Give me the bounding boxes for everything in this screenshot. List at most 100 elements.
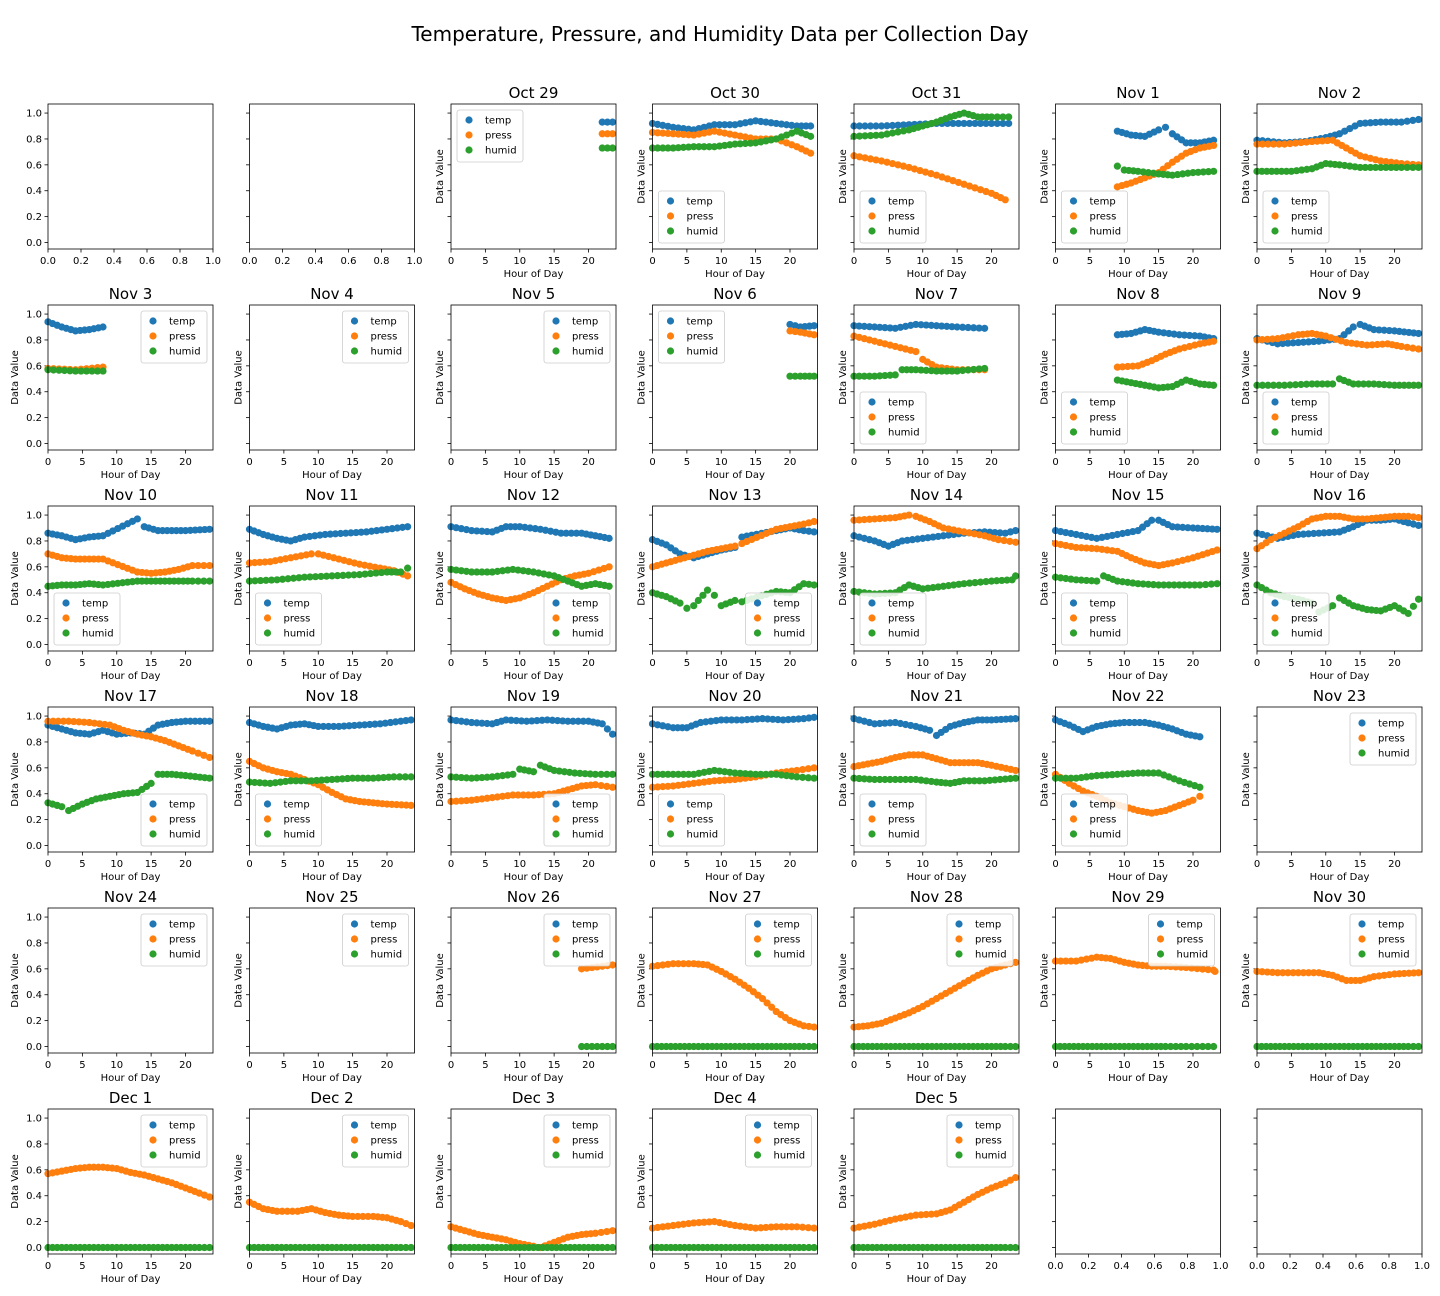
press-point — [793, 1223, 801, 1231]
temp-point — [964, 323, 972, 332]
x-axis-label: Hour of Day — [504, 269, 564, 280]
subplot: Nov 24 0 5 10 15 20 Hour of Day Data Value 0.0 0.… — [10, 888, 214, 1084]
humid-point — [593, 1042, 601, 1051]
x-tick-label: 0.4 — [106, 256, 122, 267]
y-tick-label: 0.6 — [26, 562, 42, 573]
legend-marker-temp — [350, 1121, 359, 1129]
humid-point — [1167, 1042, 1175, 1051]
legend-label-temp: temp — [888, 599, 914, 610]
legend-marker-humid — [62, 629, 70, 637]
legend-marker-temp — [1069, 197, 1078, 205]
humid-point — [1286, 381, 1294, 389]
humid-point — [1359, 380, 1368, 388]
axes-frame — [1256, 304, 1423, 451]
legend-label-humid: humid — [888, 830, 920, 841]
legend-label-humid: humid — [1291, 227, 1323, 238]
press-point — [872, 156, 880, 164]
x-tick-label: 10 — [715, 859, 728, 870]
humid-point — [975, 777, 984, 785]
press-point — [705, 1218, 713, 1226]
press-point — [757, 1224, 765, 1232]
humid-point — [1414, 163, 1423, 172]
y-axis-label: Data Value — [10, 350, 21, 405]
x-axis-label: Hour of Day — [907, 1274, 967, 1285]
humid-point — [205, 774, 214, 782]
legend-label-press: press — [1291, 614, 1318, 625]
x-tick-label: 0 — [1254, 1060, 1260, 1071]
x-tick-label: 20 — [1187, 658, 1200, 669]
humid-point — [473, 774, 481, 782]
legend-label-temp: temp — [284, 599, 310, 610]
y-tick-label: 0.4 — [26, 387, 42, 398]
legend-box — [745, 913, 812, 967]
subplot: 0.0 0.2 0.4 0.6 0.8 1.0 — [1048, 1108, 1228, 1272]
humid-point — [1001, 1042, 1009, 1051]
press-point — [654, 783, 662, 791]
humid-point — [690, 143, 698, 151]
humid-point — [1011, 1243, 1020, 1252]
subplot-title: Nov 19 — [507, 687, 560, 705]
press-point — [1057, 957, 1065, 965]
legend-marker-humid — [868, 830, 876, 838]
press-point — [954, 178, 963, 187]
humid-point — [664, 770, 672, 778]
subplot-title: Nov 18 — [305, 687, 358, 705]
axes-frame — [1055, 505, 1221, 652]
press-point — [855, 153, 864, 161]
legend-marker-humid — [666, 227, 675, 235]
y-tick-label: 0.0 — [26, 439, 42, 450]
press-point — [721, 776, 729, 784]
legend-label-humid: humid — [1177, 950, 1209, 961]
legend: temp press humid — [342, 913, 409, 967]
press-point — [965, 182, 974, 190]
legend-label-press: press — [169, 935, 196, 946]
temp-point — [1148, 516, 1156, 524]
subplot-title: Nov 11 — [305, 486, 358, 504]
legend: temp press humid — [1349, 913, 1417, 967]
x-tick-label: 15 — [346, 1060, 359, 1071]
x-tick-label: 10 — [1118, 256, 1131, 267]
axes-frame — [1055, 1108, 1221, 1255]
axes-frame — [47, 1108, 214, 1255]
legend-label-press: press — [169, 815, 196, 826]
y-axis-label: Data Value — [1241, 551, 1252, 606]
x-tick-label: 5 — [281, 1060, 287, 1071]
x-tick-label: 10 — [1118, 859, 1131, 870]
x-tick-label: 20 — [381, 658, 394, 669]
temp-point — [1289, 339, 1297, 347]
humid-point — [960, 777, 968, 785]
press-point — [782, 1223, 791, 1231]
temp-point — [371, 720, 379, 728]
x-tick-label: 5 — [1288, 1060, 1294, 1071]
x-tick-label: 0 — [246, 457, 252, 468]
legend-box — [1349, 712, 1417, 766]
x-axis-label: Hour of Day — [1108, 269, 1168, 280]
press-point — [664, 782, 672, 790]
humid-point — [981, 777, 989, 785]
temp-point — [1294, 530, 1302, 539]
humid-point — [1318, 380, 1326, 388]
temp-point — [717, 716, 725, 724]
temp-point — [1330, 528, 1338, 536]
temp-point — [871, 323, 879, 331]
press-point — [1258, 968, 1266, 976]
legend-marker-press — [1271, 614, 1279, 622]
humid-point — [1204, 168, 1213, 176]
legend-label-humid: humid — [169, 347, 201, 358]
y-tick-label: 0.0 — [26, 640, 42, 651]
legend-box — [946, 913, 1014, 967]
x-tick-label: 10 — [513, 256, 526, 267]
x-tick-label: 5 — [885, 457, 891, 468]
legend-label-press: press — [1378, 734, 1405, 745]
legend-marker-humid — [1069, 830, 1078, 838]
legend-label-humid: humid — [371, 347, 403, 358]
x-tick-label: 10 — [513, 658, 526, 669]
legend: temp press humid — [658, 793, 725, 847]
temp-point — [1011, 715, 1020, 723]
temp-point — [1356, 119, 1364, 128]
y-tick-label: 0.8 — [26, 335, 42, 346]
legend-box — [1061, 391, 1128, 445]
legend: temp press humid — [543, 592, 611, 646]
legend-box — [859, 391, 927, 445]
humid-point — [251, 577, 259, 585]
